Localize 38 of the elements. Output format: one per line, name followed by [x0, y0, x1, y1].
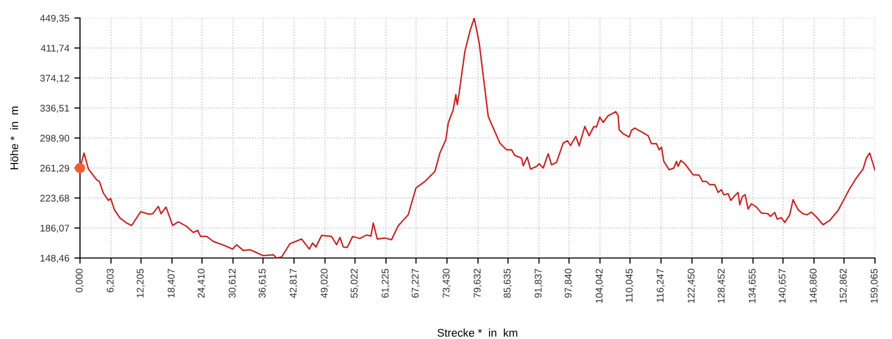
x-tick-label: 30,612: [228, 268, 237, 298]
x-tick-label: 122,450: [688, 268, 696, 303]
x-tick-label: 85,635: [504, 268, 512, 298]
x-tick-label: 110,045: [626, 268, 634, 302]
x-tick-label: 6,203: [106, 268, 115, 292]
y-tick-label: 261,29: [40, 164, 70, 173]
x-tick-label: 61,225: [382, 268, 390, 298]
x-tick-label: 159,065: [870, 268, 879, 303]
x-tick-label: 42,817: [290, 268, 298, 298]
x-tick-label: 146,860: [810, 268, 818, 303]
y-tick-label: 336,51: [40, 104, 70, 113]
x-tick-label: 24,410: [198, 268, 206, 298]
x-tick-label: 18,407: [168, 268, 176, 298]
x-tick-label: 67,227: [412, 268, 420, 298]
x-tick-label: 73,430: [442, 268, 451, 298]
x-tick-label: 49,020: [320, 268, 329, 298]
x-tick-label: 134,655: [748, 268, 757, 303]
x-tick-label: 140,657: [778, 268, 787, 303]
x-tick-label: 55,022: [350, 268, 359, 298]
x-tick-label: 79,632: [474, 268, 482, 298]
x-tick-label: 36,615: [258, 268, 267, 298]
x-tick-label: 152,862: [840, 268, 848, 303]
x-tick-label: 0,000: [76, 268, 84, 292]
y-tick-label: 374,12: [40, 74, 70, 83]
x-tick-label: 12,205: [136, 268, 145, 298]
x-tick-label: 97,840: [564, 268, 573, 298]
y-tick-label: 186,07: [40, 224, 70, 233]
x-tick-label: 128,452: [718, 268, 726, 303]
y-tick-label: 148,46: [40, 254, 70, 263]
y-tick-label: 298,90: [40, 134, 70, 143]
x-tick-label: 104,042: [596, 268, 604, 303]
y-tick-label: 411,74: [40, 44, 70, 53]
y-tick-label: 223,68: [40, 194, 70, 203]
x-axis-title: Strecke * in km: [438, 328, 518, 337]
y-tick-label: 449,35: [40, 14, 70, 23]
x-tick-label: 91,837: [534, 268, 543, 298]
y-axis-title: Höhe * in m: [10, 106, 18, 170]
x-tick-label: 116,247: [656, 268, 665, 302]
